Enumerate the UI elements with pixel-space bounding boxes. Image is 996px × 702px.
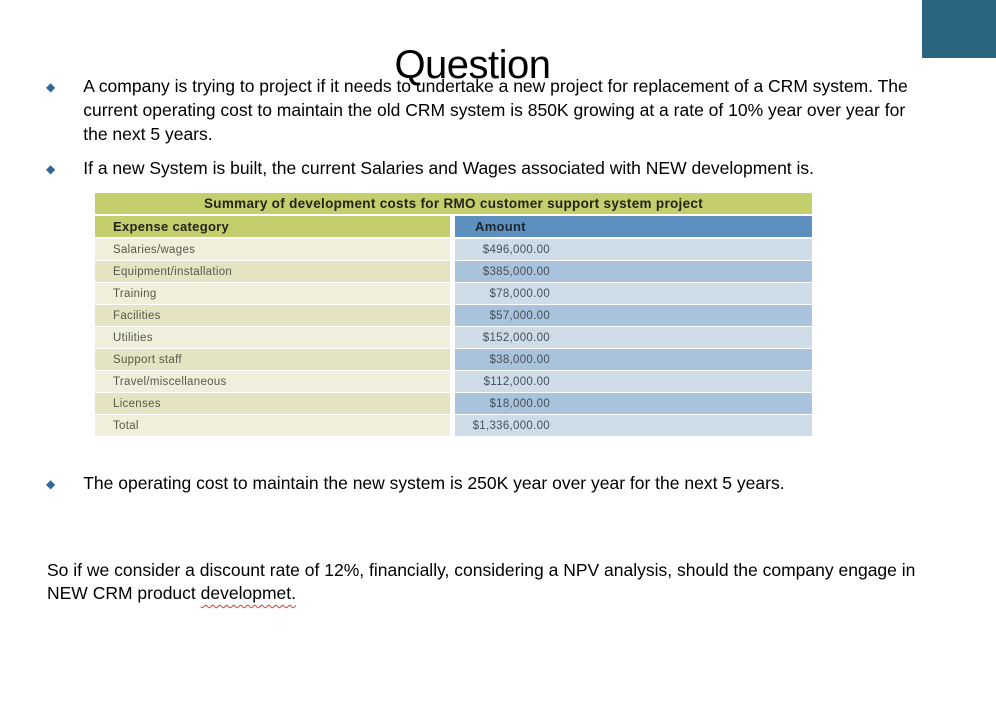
table-title-row: Summary of development costs for RMO cus… (95, 193, 813, 216)
amount-cell: $1,336,000.00 (455, 415, 813, 437)
diamond-bullet-icon: ◆ (46, 80, 56, 94)
expense-category-cell: Salaries/wages (95, 239, 455, 261)
amount-cell: $496,000.00 (455, 239, 813, 261)
closing-text: So if we consider a discount rate of 12%… (47, 559, 916, 604)
amount-cell: $152,000.00 (455, 327, 813, 349)
bullet-text: A company is trying to project if it nee… (83, 76, 908, 144)
table-row: Travel/miscellaneous $112,000.00 (95, 371, 813, 393)
expense-category-cell: Support staff (95, 349, 455, 371)
amount-cell: $78,000.00 (455, 283, 813, 305)
cost-summary-table: Summary of development costs for RMO cus… (95, 193, 813, 437)
expense-category-cell: Total (95, 415, 455, 437)
diamond-bullet-icon: ◆ (46, 477, 56, 491)
bullet-text: If a new System is built, the current Sa… (83, 158, 815, 178)
bullet-item: ◆ A company is trying to project if it n… (46, 74, 930, 146)
expense-category-cell: Licenses (95, 393, 455, 415)
misspelled-word: developmet. (200, 583, 296, 603)
amount-cell: $57,000.00 (455, 305, 813, 327)
amount-cell: $38,000.00 (455, 349, 813, 371)
bullet-item: ◆ The operating cost to maintain the new… (46, 471, 930, 496)
amount-cell: $18,000.00 (455, 393, 813, 415)
table-header-row: Expense category Amount (95, 216, 813, 239)
expense-category-cell: Training (95, 283, 455, 305)
expense-category-cell: Utilities (95, 327, 455, 349)
corner-accent-decoration (922, 0, 996, 58)
table-row: Support staff $38,000.00 (95, 349, 813, 371)
expense-category-cell: Equipment/installation (95, 261, 455, 283)
table-row: Equipment/installation $385,000.00 (95, 261, 813, 283)
expense-category-cell: Facilities (95, 305, 455, 327)
column-header-amount: Amount (455, 216, 813, 239)
table-row: Salaries/wages $496,000.00 (95, 239, 813, 261)
table-row-total: Total $1,336,000.00 (95, 415, 813, 437)
slide-title: Question (394, 42, 551, 87)
table-row: Facilities $57,000.00 (95, 305, 813, 327)
table-row: Licenses $18,000.00 (95, 393, 813, 415)
diamond-bullet-icon: ◆ (46, 162, 56, 176)
table-row: Utilities $152,000.00 (95, 327, 813, 349)
closing-paragraph: So if we consider a discount rate of 12%… (47, 559, 932, 606)
amount-cell: $385,000.00 (455, 261, 813, 283)
amount-cell: $112,000.00 (455, 371, 813, 393)
bullet-item: ◆ If a new System is built, the current … (46, 156, 930, 181)
column-header-expense-category: Expense category (95, 216, 455, 239)
expense-category-cell: Travel/miscellaneous (95, 371, 455, 393)
table-title: Summary of development costs for RMO cus… (95, 193, 813, 216)
table-row: Training $78,000.00 (95, 283, 813, 305)
bullet-text: The operating cost to maintain the new s… (83, 473, 785, 493)
